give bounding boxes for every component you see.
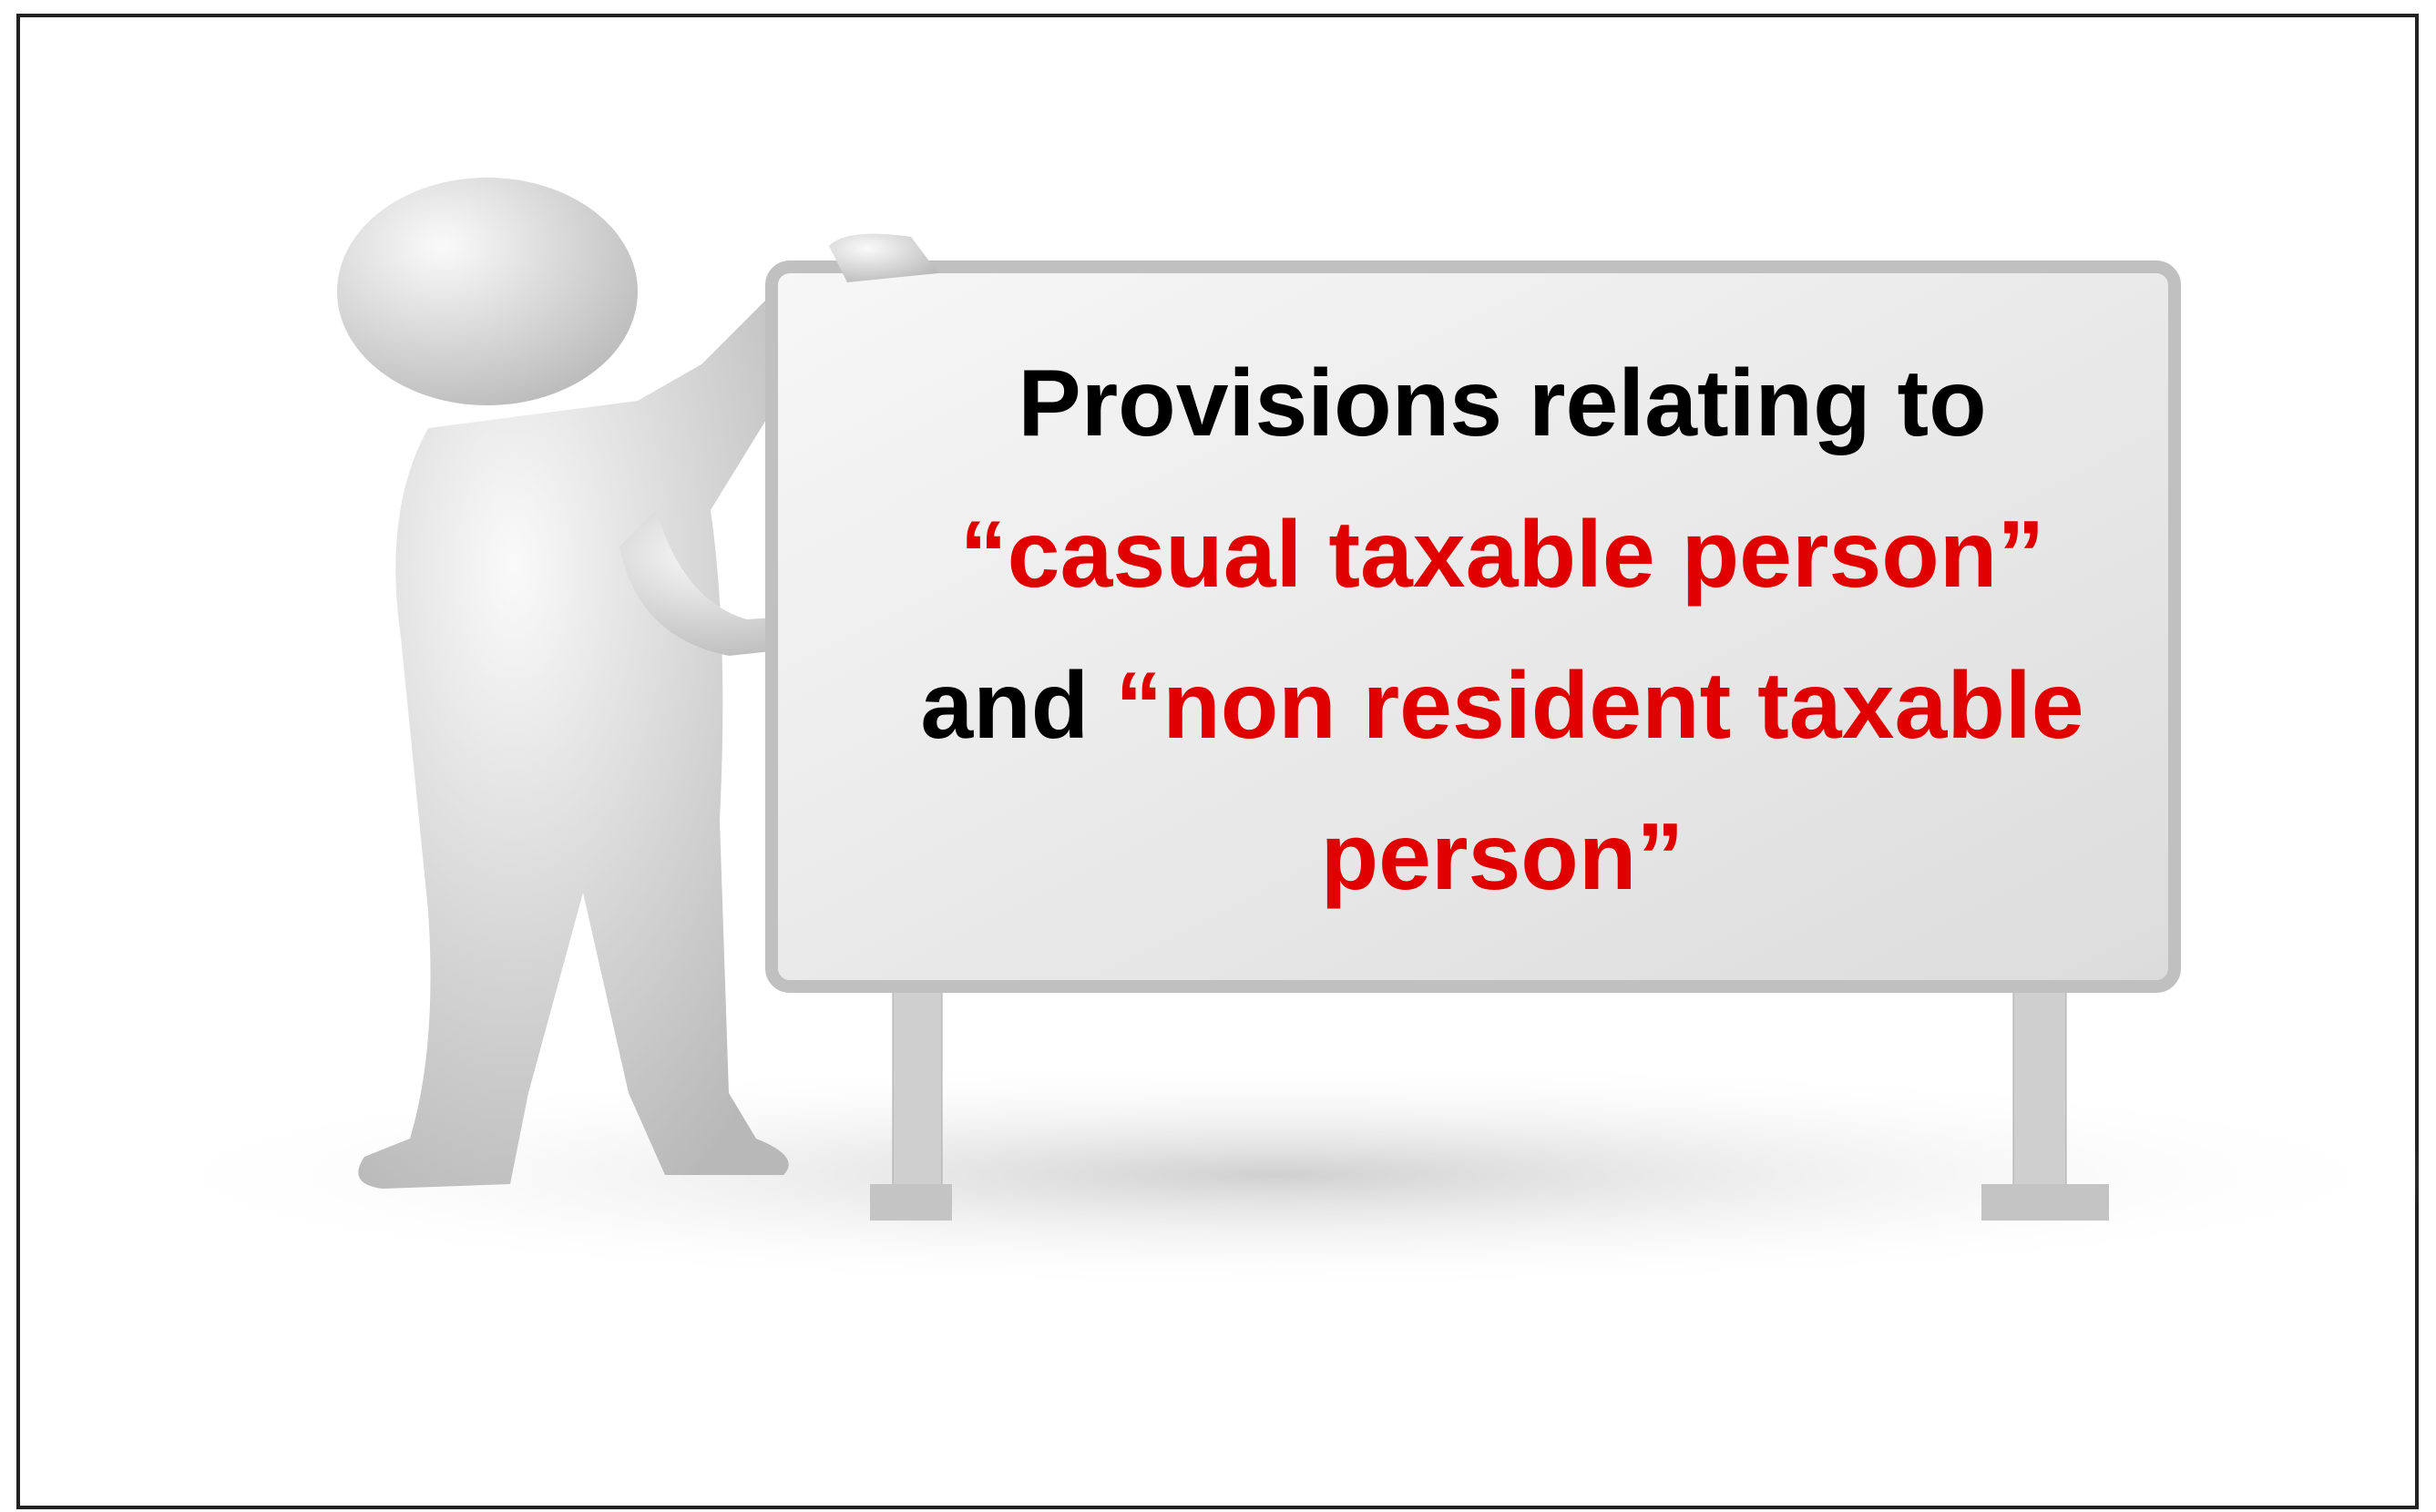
board-leg (2013, 975, 2066, 1202)
board-text: Provisions relating to “casual taxable p… (901, 328, 2103, 933)
board-foot (1981, 1184, 2109, 1221)
text-segment: “casual taxable person” (960, 502, 2045, 608)
figure-head (337, 178, 638, 405)
slide: Provisions relating to “casual taxable p… (0, 0, 2436, 1512)
board-foot (870, 1184, 952, 1221)
board-leg (893, 975, 942, 1202)
figure-body (358, 301, 802, 1189)
text-segment: “non resident taxable person” (1115, 653, 2083, 910)
text-segment: Provisions relating to (1018, 351, 1986, 456)
text-segment: and (920, 653, 1089, 759)
